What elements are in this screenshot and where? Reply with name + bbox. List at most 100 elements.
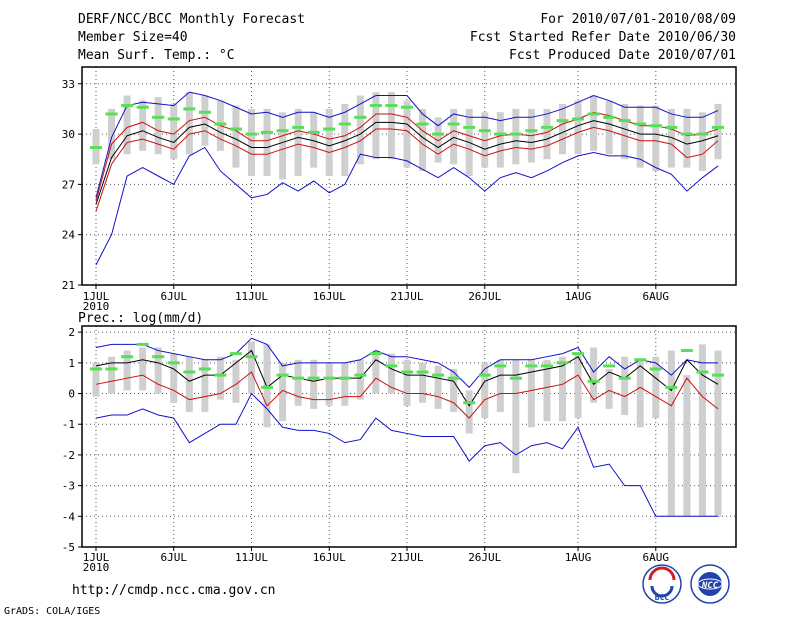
- ensemble-marker: [136, 105, 149, 109]
- ensemble-marker: [649, 124, 662, 128]
- ensemble-marker: [229, 352, 242, 356]
- ensemble-marker: [323, 376, 336, 380]
- x-tick-label: 1JUL: [83, 290, 110, 303]
- ensemble-marker: [354, 373, 367, 377]
- ensemble-marker: [136, 342, 149, 346]
- ensemble-marker: [649, 367, 662, 371]
- range-bar: [139, 347, 147, 391]
- lower-line: [95, 146, 719, 266]
- ensemble-marker: [307, 130, 320, 134]
- y-tick-label: -2: [62, 449, 75, 462]
- source-url: http://cmdp.ncc.cma.gov.cn: [72, 583, 276, 598]
- ensemble-marker: [509, 376, 522, 380]
- ensemble-marker: [432, 132, 445, 136]
- range-bar: [403, 100, 411, 168]
- range-bar: [527, 359, 535, 428]
- range-bar: [481, 362, 489, 419]
- ensemble-marker: [494, 364, 507, 368]
- range-bar: [543, 108, 551, 160]
- range-bar: [450, 368, 458, 412]
- range-bar: [667, 108, 675, 168]
- range-bar: [325, 108, 333, 176]
- black-mean-line: [95, 120, 719, 205]
- panel-1: [78, 66, 737, 289]
- ensemble-marker: [105, 367, 118, 371]
- ensemble-marker: [245, 132, 258, 136]
- ensemble-marker: [540, 125, 553, 129]
- ensemble-marker: [323, 127, 336, 131]
- x-tick-label: 26JUL: [468, 290, 501, 303]
- x-tick-label: 21JUL: [390, 290, 423, 303]
- range-bar: [714, 103, 722, 160]
- range-bar: [574, 100, 582, 155]
- range-bar: [465, 390, 473, 434]
- ensemble-marker: [385, 364, 398, 368]
- range-bar: [232, 105, 240, 168]
- plot-frame: [81, 66, 737, 286]
- ensemble-marker: [121, 104, 134, 108]
- lower-line: [95, 392, 718, 517]
- grads-credit: GrADS: COLA/IGES: [4, 606, 100, 617]
- ensemble-marker: [152, 115, 165, 119]
- ensemble-marker: [369, 104, 382, 108]
- range-bar: [341, 362, 349, 406]
- range-bar: [139, 100, 147, 151]
- ensemble-marker: [463, 401, 476, 405]
- upper-line: [95, 91, 719, 198]
- range-bar: [559, 103, 566, 155]
- range-bar: [201, 95, 209, 146]
- range-bar: [667, 350, 675, 517]
- ensemble-marker: [540, 364, 553, 368]
- red-lower-line: [95, 126, 719, 212]
- range-bar: [698, 112, 706, 171]
- ensemble-marker: [276, 129, 289, 133]
- bcc-logo-arc: [648, 566, 676, 581]
- range-bar: [279, 112, 287, 180]
- ensemble-marker: [634, 122, 647, 126]
- range-bar: [434, 365, 442, 409]
- range-bar: [92, 362, 100, 397]
- ensemble-marker: [198, 110, 211, 114]
- range-bar: [154, 97, 162, 155]
- range-bar: [683, 375, 691, 517]
- range-bar: [310, 112, 318, 168]
- ensemble-marker: [587, 112, 600, 116]
- range-bar: [621, 103, 629, 160]
- y-tick-label: 27: [62, 178, 75, 191]
- ensemble-marker: [152, 355, 165, 359]
- y-tick-label: -1: [62, 418, 75, 431]
- ensemble-marker: [292, 125, 305, 129]
- range-bar: [201, 359, 209, 412]
- x-tick-label: 11JUL: [235, 290, 268, 303]
- x-tick-label: 1AUG: [565, 290, 592, 303]
- range-bar: [372, 92, 380, 160]
- ensemble-marker: [292, 376, 305, 380]
- range-bar: [621, 356, 629, 416]
- x-tick-label: 6AUG: [643, 551, 670, 564]
- x-tick-label: 1AUG: [565, 551, 592, 564]
- y-tick-label: 2: [68, 326, 75, 339]
- ensemble-marker: [245, 355, 258, 359]
- range-bar: [387, 353, 395, 394]
- x-tick-label: 16JUL: [313, 290, 346, 303]
- y-tick-label: 0: [68, 388, 75, 401]
- member-size: Member Size=40: [78, 30, 188, 45]
- ensemble-marker: [696, 370, 709, 374]
- range-bar: [434, 117, 442, 163]
- range-bar: [263, 344, 271, 428]
- range-bar: [590, 95, 598, 151]
- range-bar: [263, 108, 271, 176]
- ensemble-marker: [572, 117, 585, 121]
- panel-2: [78, 325, 737, 551]
- ensemble-marker: [447, 376, 460, 380]
- y-tick-label: 30: [62, 128, 75, 141]
- ensemble-marker: [214, 122, 227, 126]
- ensemble-marker: [416, 122, 429, 126]
- ensemble-marker: [712, 125, 724, 129]
- ensemble-marker: [338, 376, 351, 380]
- range-bar: [294, 108, 302, 176]
- bcc-logo: [642, 564, 682, 604]
- ensemble-marker: [603, 115, 616, 119]
- range-bar: [605, 368, 613, 409]
